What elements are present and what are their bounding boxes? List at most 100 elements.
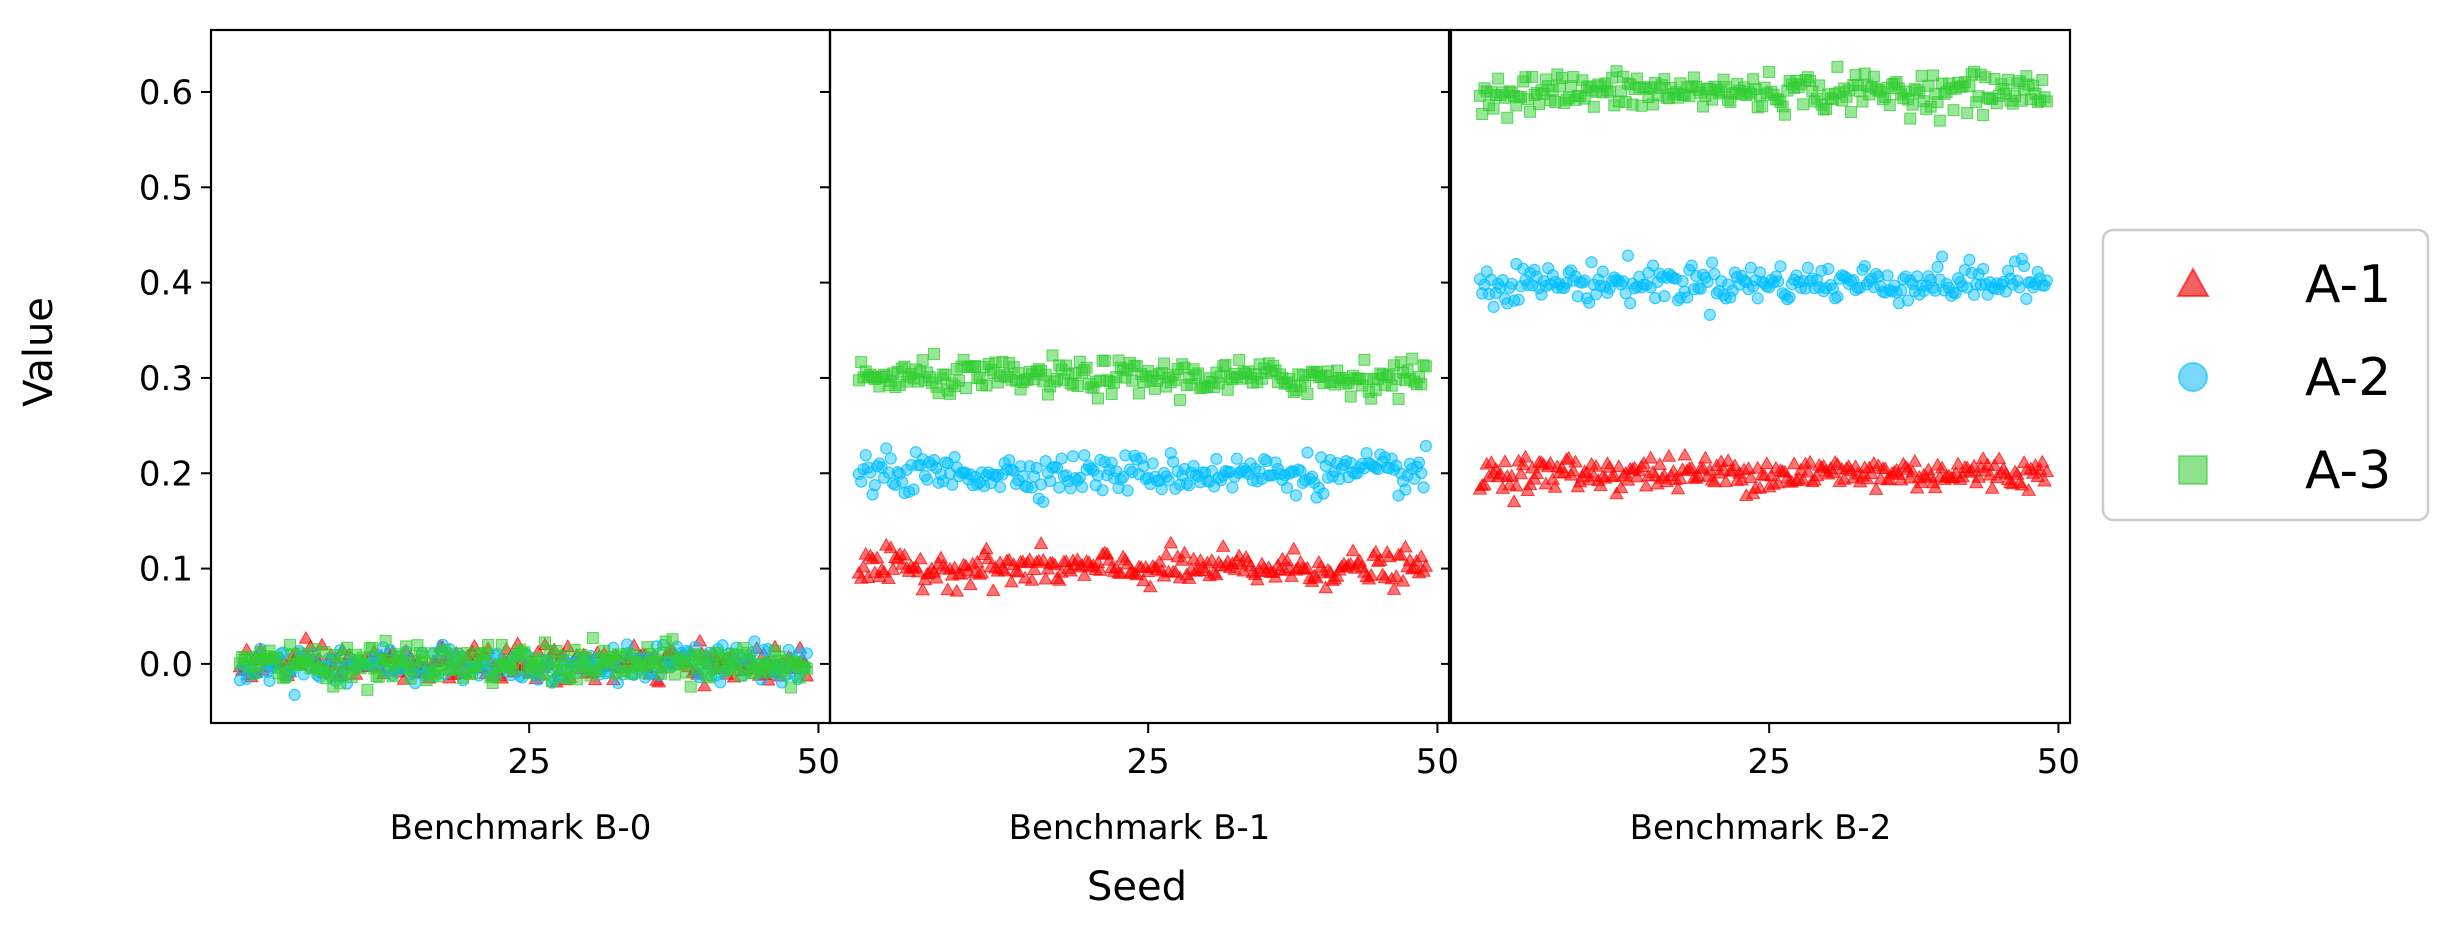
data-point [934, 468, 947, 481]
data-point [1260, 454, 1273, 468]
data-point [1974, 278, 1987, 292]
data-point [1681, 291, 1694, 304]
data-point [1786, 456, 1802, 470]
panel-frame-2 [1449, 28, 2072, 725]
data-point [1543, 455, 1558, 469]
data-point [331, 657, 344, 670]
data-point [2021, 482, 2037, 496]
data-point [461, 647, 474, 660]
data-point [1215, 538, 1231, 552]
data-point [869, 550, 885, 564]
data-point [1026, 562, 1042, 575]
data-point [2015, 252, 2028, 266]
data-point [570, 673, 583, 686]
data-point [979, 541, 994, 555]
data-point [1126, 465, 1139, 479]
y-axis-label: Value [16, 297, 62, 407]
data-point [1568, 454, 1583, 468]
data-point [1727, 458, 1743, 472]
data-point [921, 473, 934, 486]
data-point [1269, 456, 1282, 469]
data-point [1864, 466, 1879, 479]
data-point [1076, 567, 1092, 581]
data-point [668, 668, 681, 681]
data-point [2036, 74, 2049, 87]
data-point [1210, 452, 1223, 466]
series-A-3-panel-2 [1473, 60, 2053, 127]
data-point [1774, 260, 1787, 273]
data-point [1178, 462, 1191, 476]
data-point [889, 478, 902, 492]
data-point [507, 664, 520, 677]
data-point [930, 461, 943, 475]
data-point [1301, 388, 1314, 401]
data-point [1030, 462, 1043, 475]
data-point [1219, 359, 1232, 372]
data-point [1731, 270, 1744, 284]
data-point [1399, 483, 1412, 496]
data-point [1233, 354, 1246, 367]
data-point [1518, 449, 1533, 463]
data-point [928, 570, 944, 584]
data-point [1801, 261, 1814, 274]
data-point [1419, 439, 1432, 453]
data-point [980, 379, 993, 392]
data-point [1398, 539, 1413, 553]
data-point [1163, 535, 1179, 549]
series-A-3-panel-1 [852, 347, 1432, 407]
data-point [1044, 474, 1057, 488]
data-point [907, 483, 920, 496]
data-point [1529, 466, 1545, 479]
data-point [1813, 79, 1826, 92]
data-point [400, 640, 413, 653]
data-point [714, 676, 727, 689]
data-point [1669, 272, 1682, 285]
data-point [2017, 259, 2031, 273]
data-point [1947, 104, 1960, 117]
x-tick-label: 25 [508, 742, 551, 782]
data-point [1023, 460, 1036, 473]
panel-1 [851, 347, 1434, 597]
panel-0 [232, 630, 815, 702]
data-point [1505, 277, 1518, 290]
data-point [2040, 274, 2053, 287]
data-point [1105, 388, 1118, 401]
data-point [1603, 282, 1616, 295]
data-point [1617, 275, 1630, 288]
data-point [2040, 95, 2053, 108]
data-point [2037, 473, 2052, 487]
data-point [1854, 281, 1867, 294]
series-A-3-panel-0 [233, 632, 813, 696]
data-point [1881, 269, 1894, 282]
legend-marker-A-1 [2176, 266, 2210, 297]
data-point [896, 475, 909, 488]
data-point [1759, 456, 1775, 470]
data-point [1487, 102, 1500, 115]
data-point [1707, 474, 1722, 488]
data-point [1542, 262, 1555, 275]
data-point [1561, 450, 1577, 464]
data-point [1533, 281, 1546, 295]
data-point [536, 668, 549, 681]
data-point [1703, 308, 1716, 321]
data-point [1613, 480, 1629, 494]
data-point [1415, 378, 1428, 391]
data-point [1677, 447, 1693, 461]
data-point [1753, 266, 1767, 279]
data-point [991, 468, 1004, 482]
panel-title: Benchmark B-0 [390, 808, 652, 848]
data-point [1720, 453, 1736, 466]
data-point [1658, 73, 1671, 86]
data-point [1501, 111, 1514, 124]
data-point [985, 583, 1001, 597]
data-point [1997, 275, 2010, 288]
data-point [1136, 573, 1151, 587]
x-tick-label: 25 [1127, 742, 1170, 782]
data-point [655, 667, 668, 680]
data-point [365, 641, 378, 654]
data-point [883, 540, 899, 554]
series-A-1-panel-1 [851, 535, 1434, 597]
data-point [1831, 290, 1844, 303]
y-tick-label: 0.3 [139, 359, 193, 399]
